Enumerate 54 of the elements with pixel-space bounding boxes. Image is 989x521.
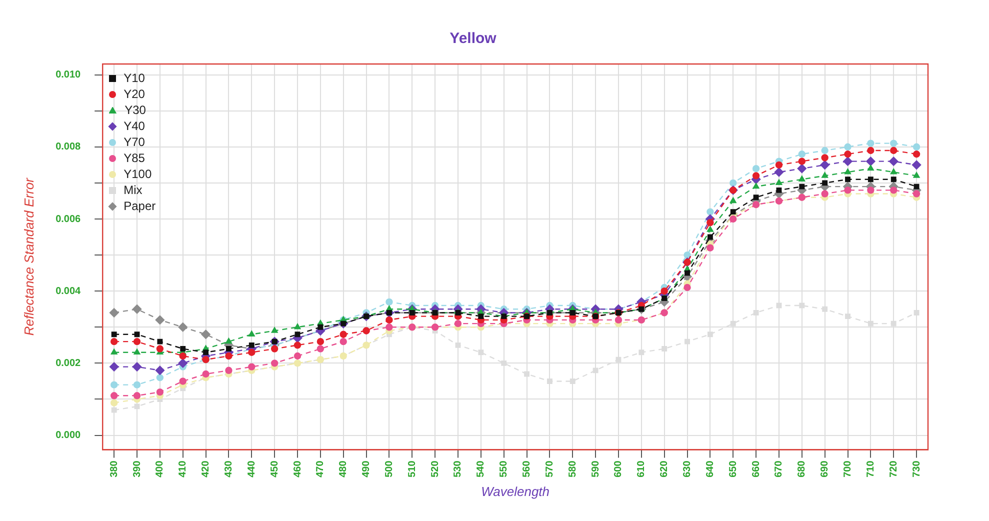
- legend-label: Y70: [124, 134, 145, 150]
- x-tick-label: 540: [476, 460, 487, 478]
- x-tick-label: 380: [108, 460, 120, 478]
- legend-label: Y30: [124, 102, 146, 118]
- legend-label: Y20: [124, 86, 145, 102]
- legend-label: Y100: [124, 166, 152, 182]
- x-tick-label: 550: [498, 460, 510, 478]
- legend-label: Y10: [124, 70, 145, 86]
- x-tick-label: 580: [567, 460, 578, 478]
- x-tick-label: 410: [178, 460, 189, 478]
- x-axis-title: Wavelength: [481, 484, 550, 499]
- x-tick-label: 690: [820, 460, 831, 478]
- x-tick-label: 530: [452, 460, 464, 478]
- y-tick-label: 0.006: [56, 214, 82, 225]
- x-tick-label: 460: [292, 460, 304, 478]
- x-tick-label: 450: [269, 460, 280, 478]
- x-tick-label: 680: [796, 460, 808, 478]
- x-tick-label: 610: [636, 460, 648, 478]
- x-tick-label: 500: [384, 460, 395, 478]
- x-tick-label: 630: [682, 460, 694, 478]
- y-axis-title: Reflectance Standard Error: [21, 177, 36, 336]
- x-tick-label: 440: [246, 460, 258, 478]
- x-tick-label: 390: [132, 460, 143, 478]
- x-tick-label: 700: [842, 460, 854, 478]
- x-tick-label: 570: [544, 460, 556, 478]
- y-tick-label: 0.004: [56, 286, 82, 297]
- x-tick-label: 670: [774, 460, 785, 478]
- legend-label: Y85: [124, 150, 145, 166]
- y-tick-label: 0.000: [56, 430, 82, 442]
- x-tick-label: 400: [154, 460, 166, 478]
- legend-label: Mix: [124, 182, 142, 198]
- x-tick-label: 520: [430, 460, 441, 478]
- legend-label: Y40: [124, 118, 145, 134]
- x-tick-label: 420: [200, 460, 212, 478]
- x-tick-label: 720: [888, 460, 900, 478]
- x-tick-label: 660: [750, 460, 762, 478]
- x-tick-label: 510: [406, 460, 418, 478]
- legend-label: Paper: [124, 198, 156, 214]
- x-tick-label: 710: [865, 460, 876, 478]
- x-tick-label: 480: [338, 460, 350, 478]
- x-tick-label: 470: [315, 460, 326, 478]
- x-tick-label: 560: [522, 460, 533, 478]
- x-tick-label: 650: [728, 460, 739, 478]
- x-tick-label: 620: [659, 460, 670, 478]
- y-tick-label: 0.008: [56, 142, 82, 153]
- x-tick-label: 640: [704, 460, 716, 478]
- x-tick-label: 600: [613, 460, 624, 478]
- y-tick-label: 0.010: [56, 70, 82, 81]
- x-tick-label: 430: [223, 460, 234, 478]
- chart-title: Yellow: [450, 30, 497, 48]
- y-tick-label: 0.002: [56, 358, 82, 369]
- x-tick-label: 590: [590, 460, 602, 478]
- x-tick-label: 490: [361, 460, 372, 478]
- x-tick-label: 730: [911, 460, 922, 478]
